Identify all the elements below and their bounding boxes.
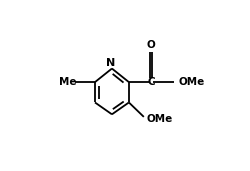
Text: N: N (106, 58, 115, 68)
Text: Me: Me (59, 77, 76, 87)
Text: C: C (146, 77, 154, 87)
Text: OMe: OMe (177, 77, 204, 87)
Text: O: O (146, 40, 155, 50)
Text: OMe: OMe (146, 114, 172, 124)
